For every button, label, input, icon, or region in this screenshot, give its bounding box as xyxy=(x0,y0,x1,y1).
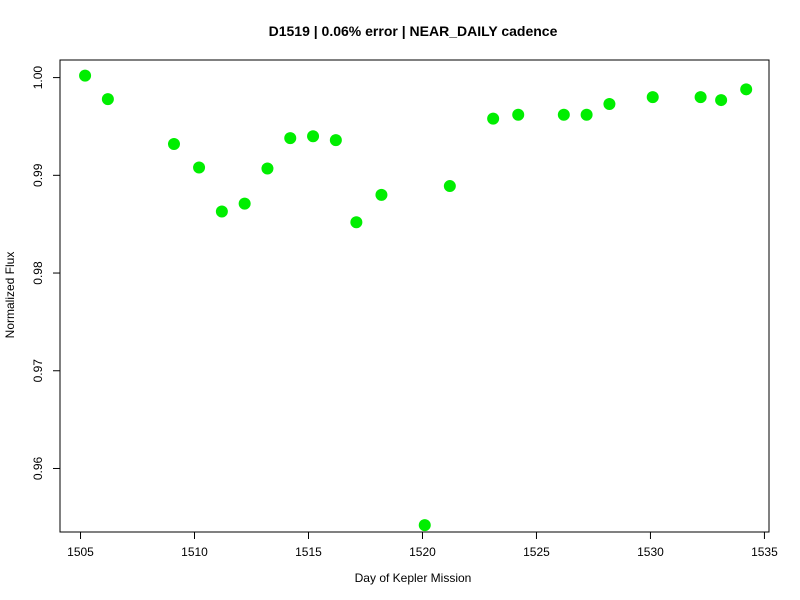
data-point xyxy=(512,108,525,121)
x-axis: 1505 1510 1515 1520 1525 1530 1535 xyxy=(67,531,778,559)
data-point xyxy=(261,162,274,175)
x-tick-label: 1505 xyxy=(67,545,94,559)
chart-title: D1519 | 0.06% error | NEAR_DAILY cadence xyxy=(269,23,558,39)
data-point xyxy=(307,130,320,143)
data-point xyxy=(443,180,456,193)
y-axis-label: Normalized Flux xyxy=(3,252,17,339)
y-tick-label: 0.98 xyxy=(31,261,45,285)
data-point xyxy=(694,91,707,104)
y-tick-label: 1.00 xyxy=(31,66,45,90)
data-point xyxy=(193,161,206,174)
data-point xyxy=(79,69,92,82)
data-point xyxy=(238,197,251,210)
data-point xyxy=(487,112,500,125)
x-tick-label: 1530 xyxy=(637,545,664,559)
data-point xyxy=(646,91,659,104)
data-point xyxy=(375,188,388,201)
y-tick-label: 0.96 xyxy=(31,456,45,480)
x-tick-label: 1510 xyxy=(181,545,208,559)
data-points xyxy=(79,69,753,532)
data-point xyxy=(557,108,570,121)
data-point xyxy=(418,519,431,532)
data-point xyxy=(101,93,114,106)
x-tick-label: 1525 xyxy=(523,545,550,559)
data-point xyxy=(167,138,180,151)
data-point xyxy=(715,94,728,107)
x-tick-label: 1535 xyxy=(751,545,778,559)
x-tick-label: 1520 xyxy=(409,545,436,559)
data-point xyxy=(740,83,753,96)
data-point xyxy=(329,134,342,147)
data-point xyxy=(603,97,616,110)
x-axis-label: Day of Kepler Mission xyxy=(355,571,472,585)
x-tick-label: 1515 xyxy=(295,545,322,559)
data-point xyxy=(284,132,297,145)
data-point xyxy=(580,108,593,121)
y-axis: 0.96 0.97 0.98 0.99 1.00 xyxy=(31,66,61,480)
data-point xyxy=(350,216,363,229)
data-point xyxy=(215,205,228,218)
y-tick-label: 0.99 xyxy=(31,163,45,187)
y-tick-label: 0.97 xyxy=(31,359,45,383)
